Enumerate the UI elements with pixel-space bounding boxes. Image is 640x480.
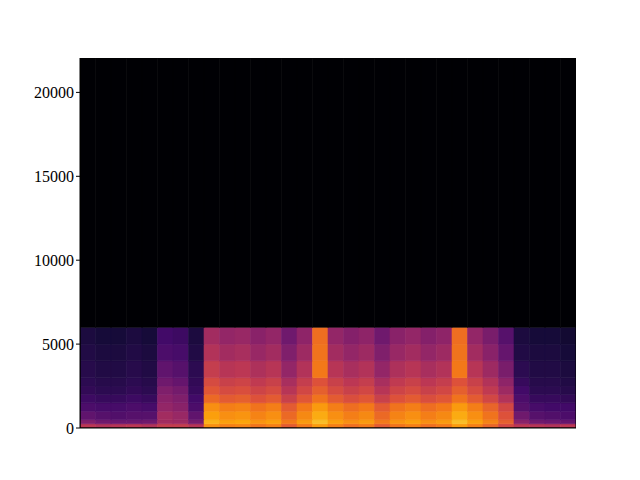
svg-text:20000: 20000 <box>34 84 74 101</box>
svg-text:10000: 10000 <box>34 252 74 269</box>
svg-text:0: 0 <box>66 420 74 437</box>
svg-text:5000: 5000 <box>42 336 74 353</box>
svg-text:15000: 15000 <box>34 168 74 185</box>
